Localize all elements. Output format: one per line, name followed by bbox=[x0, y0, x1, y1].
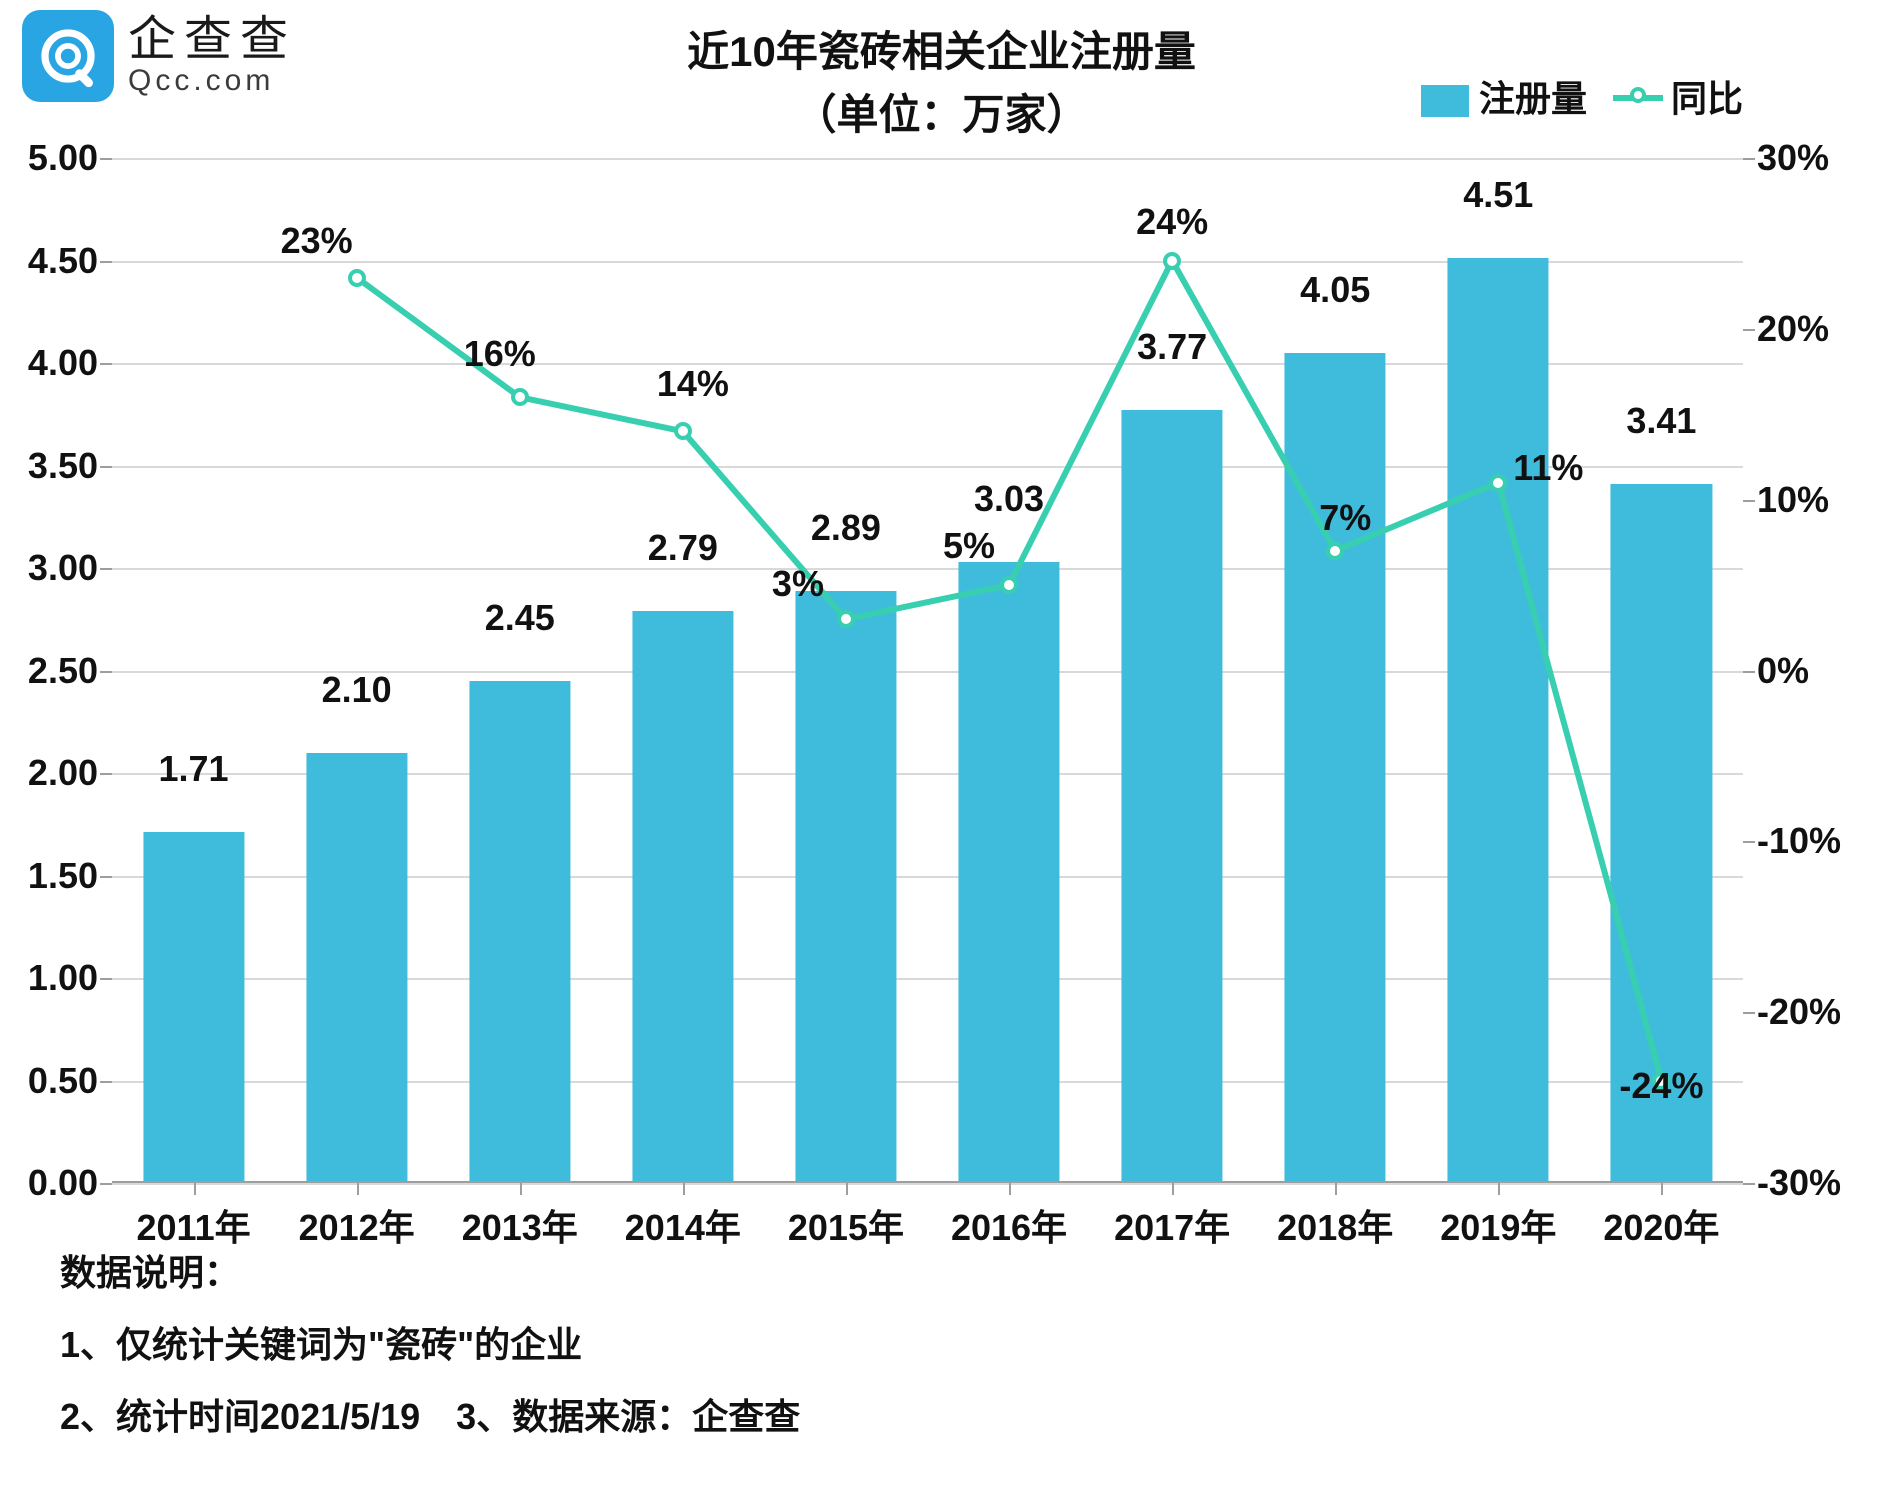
y-left-tick: 1.50 bbox=[28, 855, 98, 897]
y-right-tick: 0% bbox=[1757, 650, 1809, 692]
chart-notes: 数据说明： 1、仅统计关键词为"瓷砖"的企业 2、统计时间2021/5/19 3… bbox=[60, 1237, 1823, 1453]
y-left-tick: 2.50 bbox=[28, 650, 98, 692]
bar-slot: 2.452013年 bbox=[438, 158, 601, 1183]
bar-slot: 1.712011年 bbox=[112, 158, 275, 1183]
bar-value-label: 2.10 bbox=[322, 669, 392, 711]
bar bbox=[795, 591, 896, 1183]
bar bbox=[1285, 353, 1386, 1183]
legend-line-swatch bbox=[1613, 79, 1663, 111]
bar-value-label: 4.05 bbox=[1300, 269, 1370, 311]
bar bbox=[1122, 410, 1223, 1183]
bar-slot: 4.052018年 bbox=[1254, 158, 1417, 1183]
notes-line-2: 2、统计时间2021/5/19 3、数据来源：企查查 bbox=[60, 1381, 1823, 1453]
bar-value-label: 3.41 bbox=[1626, 400, 1696, 442]
bar-slot: 3.032016年 bbox=[927, 158, 1090, 1183]
bar bbox=[306, 753, 407, 1184]
y-left-tick: 0.00 bbox=[28, 1162, 98, 1204]
bar-slot: 3.412020年 bbox=[1580, 158, 1743, 1183]
legend-bar-label: 注册量 bbox=[1479, 78, 1587, 119]
y-right-tick: 10% bbox=[1757, 479, 1829, 521]
bar bbox=[1448, 258, 1549, 1183]
chart-plot: 0.000.501.001.502.002.503.003.504.004.50… bbox=[112, 158, 1743, 1183]
bar bbox=[143, 832, 244, 1183]
legend-bar: 注册量 bbox=[1421, 70, 1587, 122]
bar-value-label: 2.89 bbox=[811, 507, 881, 549]
y-right-tick: -20% bbox=[1757, 991, 1841, 1033]
notes-heading: 数据说明： bbox=[60, 1237, 1823, 1309]
legend-line-label: 同比 bbox=[1671, 78, 1743, 119]
bar-value-label: 2.79 bbox=[648, 527, 718, 569]
legend-bar-swatch bbox=[1421, 85, 1469, 117]
y-left-tick: 0.50 bbox=[28, 1060, 98, 1102]
bar-slot: 2.102012年 bbox=[275, 158, 438, 1183]
bar-slot: 2.892015年 bbox=[764, 158, 927, 1183]
bar-value-label: 4.51 bbox=[1463, 174, 1533, 216]
bar-value-label: 1.71 bbox=[159, 748, 229, 790]
y-right-tick: 20% bbox=[1757, 308, 1829, 350]
bar bbox=[469, 681, 570, 1183]
y-left-tick: 4.00 bbox=[28, 342, 98, 384]
y-left-tick: 3.00 bbox=[28, 547, 98, 589]
bar-slot: 4.512019年 bbox=[1417, 158, 1580, 1183]
bar-value-label: 3.03 bbox=[974, 478, 1044, 520]
y-left-tick: 4.50 bbox=[28, 240, 98, 282]
bar-slot: 2.792014年 bbox=[601, 158, 764, 1183]
x-axis bbox=[112, 1181, 1743, 1183]
y-left-tick: 1.00 bbox=[28, 957, 98, 999]
legend-line: 同比 bbox=[1613, 70, 1743, 122]
bar bbox=[1611, 484, 1712, 1183]
bar bbox=[632, 611, 733, 1183]
chart-legend: 注册量 同比 bbox=[1421, 70, 1743, 122]
y-right-tick: -30% bbox=[1757, 1162, 1841, 1204]
y-right-tick: -10% bbox=[1757, 820, 1841, 862]
bar-value-label: 3.77 bbox=[1137, 326, 1207, 368]
notes-line-1: 1、仅统计关键词为"瓷砖"的企业 bbox=[60, 1309, 1823, 1381]
bar-slot: 3.772017年 bbox=[1091, 158, 1254, 1183]
bar-value-label: 2.45 bbox=[485, 597, 555, 639]
bar bbox=[958, 562, 1059, 1183]
y-left-tick: 3.50 bbox=[28, 445, 98, 487]
y-left-tick: 2.00 bbox=[28, 752, 98, 794]
y-left-tick: 5.00 bbox=[28, 137, 98, 179]
y-right-tick: 30% bbox=[1757, 137, 1829, 179]
bars-layer: 1.712011年2.102012年2.452013年2.792014年2.89… bbox=[112, 158, 1743, 1183]
